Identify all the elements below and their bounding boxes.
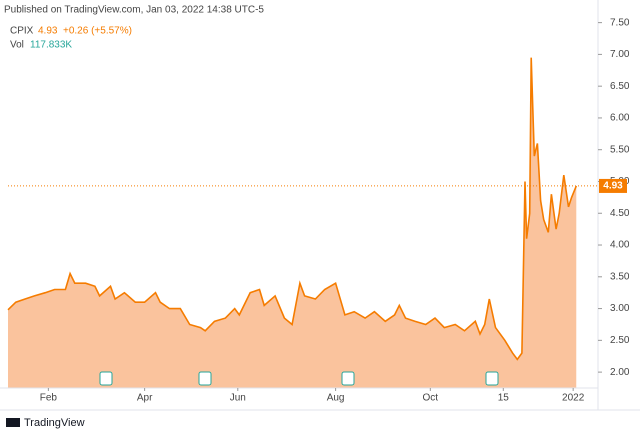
earnings-icon[interactable] [198,371,212,386]
earnings-icon[interactable] [485,371,499,386]
footer-brand: TradingView [24,417,85,429]
y-tick-label: 5.50 [610,144,630,155]
volume-label: Vol [10,40,24,51]
last-price-badge [599,178,627,193]
y-tick-label: 4.00 [610,240,630,251]
volume-value: 117.833K [30,40,72,51]
earnings-markers [99,371,499,386]
y-tick-label: 7.50 [610,17,630,28]
y-tick-label: 6.50 [610,81,630,92]
x-tick-label: Aug [327,393,345,404]
earnings-icon[interactable] [341,371,355,386]
area-fill [8,57,577,388]
y-tick-label: 7.00 [610,49,630,60]
logo-icon [6,418,20,427]
y-tick-label: 6.00 [610,113,630,124]
earnings-icon[interactable] [99,371,113,386]
logo [6,418,20,427]
x-tick-label: 2022 [562,393,585,404]
published-note: Published on TradingView.com, Jan 03, 20… [4,5,264,16]
price-change: +0.26 (+5.57%) [63,26,132,37]
symbol: CPIX [10,26,34,37]
x-tick-label: 15 [498,393,510,404]
last-price-label: 4.93 [603,181,623,192]
last-price: 4.93 [38,26,58,37]
x-tick-label: Jun [230,393,246,404]
x-tick-label: Oct [423,393,439,404]
x-tick-label: Apr [137,393,153,404]
y-tick-label: 3.00 [610,303,630,314]
y-tick-label: 4.50 [610,208,630,219]
x-tick-label: Feb [40,393,58,404]
y-tick-label: 2.50 [610,335,630,346]
y-tick-label: 3.50 [610,271,630,282]
plot [7,57,578,388]
y-tick-label: 2.00 [610,367,630,378]
price-line [7,57,578,361]
